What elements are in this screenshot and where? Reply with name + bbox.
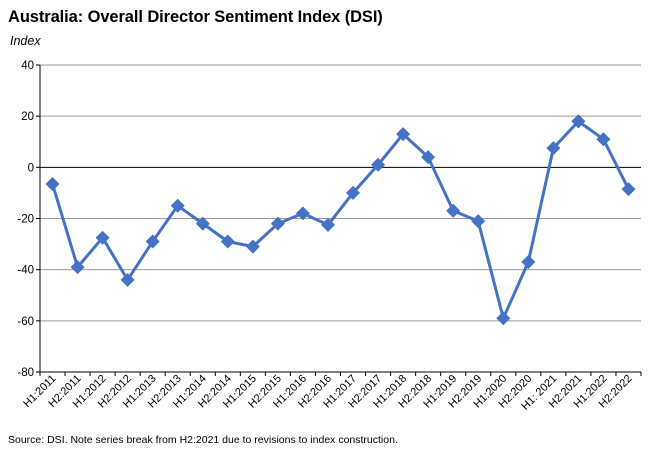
y-tick-label: -40 <box>17 265 34 277</box>
data-point-marker <box>195 216 210 231</box>
data-point-marker <box>571 114 586 129</box>
data-point-marker <box>295 206 310 221</box>
series-line <box>51 119 630 320</box>
data-point-marker <box>145 234 160 249</box>
data-point-marker <box>471 214 486 229</box>
data-point-marker <box>496 311 511 326</box>
y-tick-label: 40 <box>21 60 34 72</box>
y-tick-labels: 40 20 0 -20 -40 -60 -80 <box>17 60 34 379</box>
series-polyline <box>51 119 630 320</box>
data-point-marker <box>95 230 110 245</box>
data-point-marker <box>45 177 60 191</box>
data-point-marker <box>270 216 285 231</box>
data-point-marker <box>446 203 461 218</box>
data-point-marker <box>220 234 235 249</box>
gridlines <box>40 64 641 373</box>
y-tick-label: -60 <box>17 316 34 328</box>
data-point-marker <box>396 127 411 142</box>
data-point-marker <box>621 182 636 197</box>
x-tick-labels: H1:2011H2:2011H1:2012H2:2012H1:2013H2:20… <box>21 373 634 413</box>
y-tick-label: 0 <box>28 162 34 174</box>
data-point-marker <box>596 132 611 147</box>
y-tick-label: -80 <box>17 367 34 379</box>
data-point-marker <box>70 260 85 275</box>
y-axis-label: Index <box>10 34 41 48</box>
chart-title: Australia: Overall Director Sentiment In… <box>8 8 383 26</box>
y-tick-label: 20 <box>21 111 34 123</box>
axes <box>36 64 642 376</box>
data-point-marker <box>321 217 335 232</box>
data-point-marker <box>120 272 135 287</box>
data-point-marker <box>245 239 260 254</box>
source-note: Source: DSI. Note series break from H2:2… <box>8 434 398 446</box>
data-point-marker <box>421 150 436 165</box>
data-point-marker <box>346 185 360 200</box>
data-point-marker <box>170 198 185 213</box>
data-points <box>45 114 636 326</box>
data-point-marker <box>371 157 386 172</box>
y-tick-label: -20 <box>17 214 34 226</box>
data-point-marker <box>546 141 561 156</box>
data-point-marker <box>521 255 536 269</box>
